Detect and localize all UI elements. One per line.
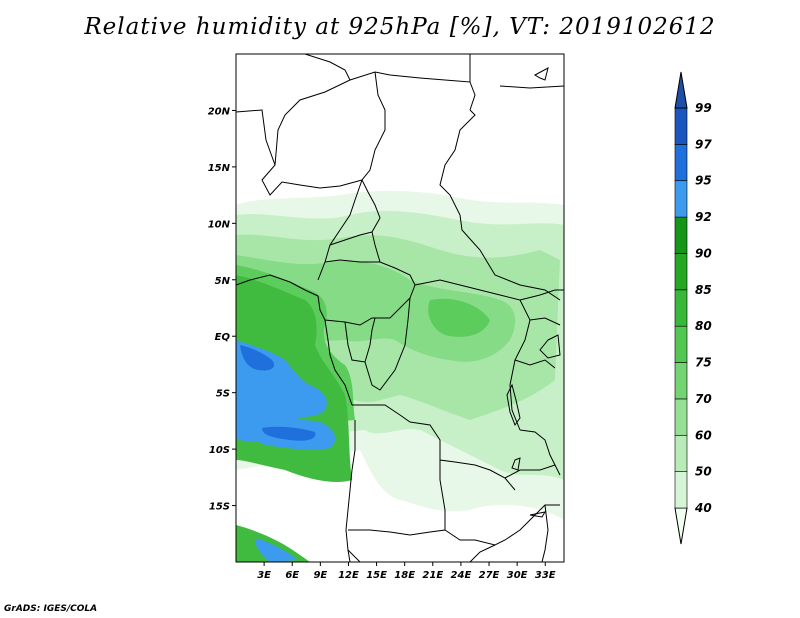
rh-patch-southwest bbox=[236, 525, 310, 562]
lon-tick-label: 33E bbox=[535, 570, 556, 581]
lake-outline bbox=[506, 383, 521, 427]
lat-tick-label: 5N bbox=[215, 276, 231, 287]
border-line bbox=[469, 81, 476, 111]
lat-tick-label: 15N bbox=[208, 163, 231, 174]
lat-tick-label: 5S bbox=[216, 389, 230, 400]
lake-outline bbox=[511, 457, 521, 471]
lat-tick-label: 15S bbox=[209, 502, 230, 513]
lat-tick-label: 10N bbox=[208, 219, 231, 230]
rh-patch-southwest-blue bbox=[255, 538, 298, 562]
colorbar-label: 75 bbox=[695, 356, 712, 370]
border-line bbox=[236, 274, 319, 297]
colorbar-box bbox=[674, 180, 688, 218]
colorbar-upper-arrow bbox=[674, 71, 688, 109]
border-line bbox=[236, 109, 363, 196]
border-line bbox=[345, 420, 356, 562]
lat-tick-label: 10S bbox=[209, 445, 230, 456]
border-line bbox=[469, 544, 496, 562]
border-line bbox=[519, 429, 556, 466]
border-line bbox=[329, 231, 373, 246]
border-line bbox=[364, 297, 411, 391]
map-title: Relative humidity at 925hPa [%], VT: 201… bbox=[84, 14, 716, 40]
colorbar-label: 70 bbox=[695, 392, 712, 406]
lon-tick-label: 30E bbox=[507, 570, 528, 581]
rh-patch-interior bbox=[428, 298, 490, 337]
border-line bbox=[519, 289, 564, 301]
colorbar-label: 95 bbox=[695, 174, 712, 188]
colorbar-lower-arrow bbox=[674, 507, 688, 545]
border-line bbox=[352, 404, 516, 491]
border-line bbox=[529, 317, 561, 326]
border-line bbox=[541, 504, 549, 562]
border-line bbox=[317, 284, 416, 326]
colorbar-label: 40 bbox=[694, 501, 712, 515]
border-line bbox=[324, 259, 380, 263]
colorbar-label: 50 bbox=[695, 465, 712, 479]
border-line bbox=[274, 54, 351, 166]
lon-tick-label: 3E bbox=[257, 570, 271, 581]
map-frame bbox=[235, 53, 565, 563]
colorbar-box bbox=[674, 325, 688, 363]
humidity-field bbox=[236, 190, 564, 562]
lon-tick-label: 12E bbox=[338, 570, 359, 581]
border-line bbox=[504, 464, 561, 479]
border-line bbox=[348, 460, 446, 536]
colorbar-label: 99 bbox=[695, 101, 712, 115]
lake-outline bbox=[533, 67, 549, 81]
lon-tick-label: 18E bbox=[394, 570, 415, 581]
colorbar-box bbox=[674, 216, 688, 254]
colorbar-label: 60 bbox=[695, 428, 712, 442]
country-borders bbox=[236, 54, 564, 562]
colorbar-box bbox=[674, 144, 688, 182]
lon-tick-label: 27E bbox=[479, 570, 500, 581]
latitude-axis: 20N 15N 10N 5N EQ 5S 10S 15S bbox=[208, 106, 236, 513]
lake-outline bbox=[529, 511, 547, 518]
colorbar-label: 92 bbox=[695, 210, 712, 224]
border-line bbox=[349, 54, 471, 83]
rh-band-97 bbox=[240, 345, 275, 371]
grads-credit: GrADS: IGES/COLA bbox=[4, 604, 98, 614]
border-line bbox=[324, 319, 353, 406]
colorbar-box bbox=[674, 398, 688, 436]
lat-tick-label: EQ bbox=[215, 332, 231, 343]
lon-tick-label: 6E bbox=[285, 570, 299, 581]
lon-tick-label: 21E bbox=[422, 570, 443, 581]
border-line bbox=[347, 549, 361, 562]
lon-tick-label: 9E bbox=[313, 570, 327, 581]
colorbar-box bbox=[674, 289, 688, 327]
colorbar-label: 85 bbox=[695, 283, 712, 297]
coastline bbox=[499, 85, 564, 89]
lon-tick-label: 15E bbox=[366, 570, 387, 581]
border-line bbox=[439, 109, 561, 301]
colorbar-box bbox=[674, 362, 688, 400]
colorbar-box bbox=[674, 471, 688, 509]
border-line bbox=[361, 71, 416, 286]
lon-tick-label: 24E bbox=[451, 570, 472, 581]
longitude-axis: 3E 6E 9E 12E 15E 18E 21E 24E 27E 30E 33E bbox=[257, 562, 556, 581]
colorbar-box bbox=[674, 107, 688, 145]
colorbar-box bbox=[674, 253, 688, 291]
colorbar: 40 50 60 70 75 80 85 90 92 95 97 99 bbox=[674, 71, 712, 545]
colorbar-label: 97 bbox=[695, 137, 712, 151]
border-line bbox=[514, 359, 556, 369]
lat-tick-label: 20N bbox=[208, 106, 231, 117]
colorbar-label: 90 bbox=[695, 246, 712, 260]
rh-band-97-b bbox=[262, 426, 316, 441]
colorbar-label: 80 bbox=[695, 319, 712, 333]
colorbar-box bbox=[674, 434, 688, 472]
border-line bbox=[444, 504, 560, 546]
lake-outline bbox=[539, 334, 561, 359]
